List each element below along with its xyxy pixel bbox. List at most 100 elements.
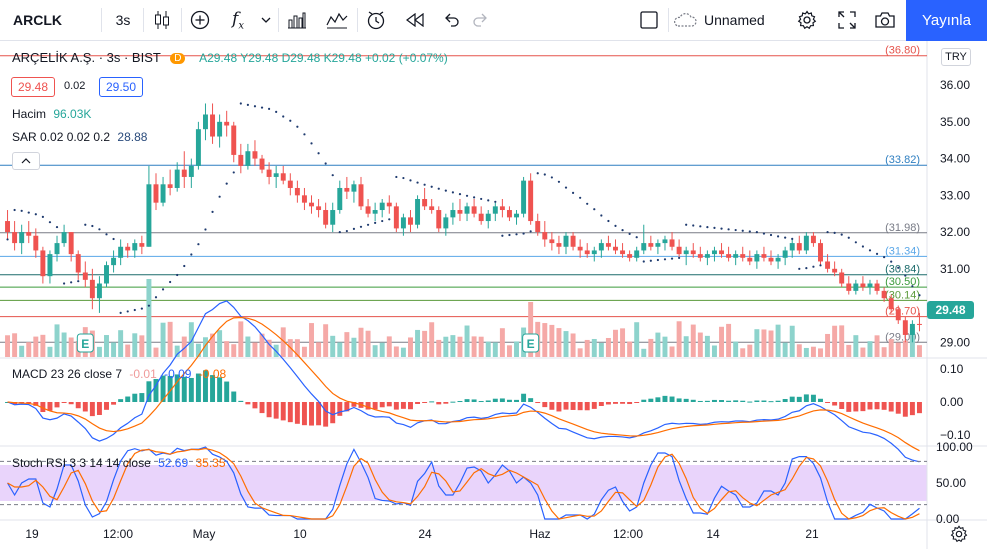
sar-dot bbox=[791, 237, 794, 240]
sar-dot bbox=[579, 196, 582, 199]
symbol-legend[interactable]: ARÇELİK A.Ş. · 3s · BIST D A29.48 Y29.48… bbox=[12, 50, 448, 65]
volume-bar bbox=[252, 342, 258, 357]
candle-body bbox=[577, 246, 583, 251]
volume-bar bbox=[40, 334, 46, 357]
buy-button[interactable]: 29.50 bbox=[99, 77, 143, 97]
volume-bar bbox=[160, 322, 166, 357]
macd-histogram-bar bbox=[648, 398, 654, 402]
compare-button[interactable] bbox=[280, 0, 314, 40]
chart-canvas[interactable]: (36.80) (33.82) (31.98) (31.34) (30.84)(30.5… bbox=[0, 41, 987, 549]
candle-body bbox=[195, 129, 201, 166]
macd-histogram-bar bbox=[803, 394, 809, 402]
chevron-down-icon bbox=[261, 17, 271, 23]
volume-bar bbox=[506, 345, 512, 357]
redo-button[interactable] bbox=[466, 0, 496, 40]
macd-histogram-bar bbox=[570, 402, 576, 410]
volume-bar bbox=[224, 341, 230, 357]
sar-dot bbox=[161, 288, 165, 291]
layout-name-button[interactable]: Unnamed bbox=[672, 0, 784, 40]
sar-dot bbox=[197, 243, 200, 246]
publish-button[interactable]: Yayınla bbox=[906, 0, 987, 41]
stoch-d-value: 35.35 bbox=[195, 456, 226, 470]
stoch-label: Stoch RSI 3 3 14 14 close bbox=[12, 456, 151, 470]
undo-button[interactable] bbox=[436, 0, 466, 40]
macd-histogram-bar bbox=[909, 402, 915, 416]
fx-dropdown[interactable] bbox=[257, 0, 275, 40]
sar-dot bbox=[140, 307, 143, 310]
layout-button[interactable] bbox=[632, 0, 666, 40]
replay-button[interactable] bbox=[398, 0, 432, 40]
volume-legend[interactable]: Hacim 96.03K bbox=[12, 107, 91, 121]
macd-legend[interactable]: MACD 23 26 close 7 -0.01 -0.09 -0.08 bbox=[12, 367, 226, 381]
sar-dot bbox=[593, 208, 596, 211]
candle-body bbox=[210, 114, 216, 137]
sar-dot bbox=[628, 232, 631, 235]
macd-histogram-bar bbox=[139, 393, 145, 402]
sar-dot bbox=[98, 228, 101, 231]
sar-dots bbox=[6, 102, 921, 315]
sar-dot bbox=[352, 227, 356, 230]
volume-bar bbox=[132, 333, 138, 357]
macd-histogram-bar bbox=[782, 399, 788, 402]
sar-dot bbox=[663, 258, 667, 261]
volume-bar bbox=[47, 346, 53, 357]
volume-bar bbox=[471, 336, 477, 357]
macd-histogram-bar bbox=[457, 401, 463, 403]
macd-histogram-bar bbox=[627, 402, 633, 405]
sar-dot bbox=[416, 181, 419, 184]
symbol-search[interactable]: ARCLK bbox=[0, 0, 100, 40]
sar-dot bbox=[70, 281, 73, 284]
volume-bar bbox=[747, 344, 753, 357]
macd-histogram-bar bbox=[436, 402, 442, 405]
macd-histogram-bar bbox=[916, 402, 922, 414]
sar-dot bbox=[805, 267, 808, 270]
volume-bar bbox=[358, 327, 364, 357]
interval-button[interactable]: 3s bbox=[104, 0, 142, 40]
candle-body bbox=[902, 320, 908, 335]
candle-body bbox=[372, 210, 378, 214]
candle-body bbox=[188, 165, 194, 177]
volume-bar bbox=[351, 337, 357, 357]
sar-dot bbox=[826, 230, 829, 234]
sar-dot bbox=[904, 274, 907, 277]
sar-dot bbox=[345, 229, 348, 233]
currency-badge[interactable]: TRY bbox=[941, 48, 971, 66]
fullscreen-button[interactable] bbox=[830, 0, 864, 40]
settings-button[interactable] bbox=[790, 0, 824, 40]
macd-histogram-bar bbox=[82, 402, 88, 412]
top-toolbar: ARCLK 3s fx Unnamed bbox=[0, 0, 987, 41]
fx-button[interactable]: fx bbox=[221, 0, 255, 40]
volume-bar bbox=[450, 335, 456, 357]
volume-bar bbox=[167, 321, 173, 357]
candle-body bbox=[528, 180, 534, 222]
indicators-button[interactable] bbox=[183, 0, 217, 40]
toolbar-divider bbox=[668, 8, 669, 32]
chart-type-button[interactable] bbox=[145, 0, 179, 40]
volume-bar bbox=[139, 335, 145, 357]
time-tick: 24 bbox=[418, 527, 432, 541]
alert-button[interactable] bbox=[359, 0, 393, 40]
macd-line-value: -0.09 bbox=[164, 367, 192, 381]
macd-histogram-bar bbox=[747, 401, 753, 403]
macd-tick: 0.10 bbox=[940, 362, 964, 376]
snapshot-button[interactable] bbox=[868, 0, 902, 40]
sar-dot bbox=[776, 235, 780, 238]
legend-title: ARÇELİK A.Ş. · 3s · BIST bbox=[12, 50, 161, 65]
sar-legend[interactable]: SAR 0.02 0.02 0.2 28.88 bbox=[12, 130, 147, 144]
collapse-legend-button[interactable] bbox=[12, 152, 40, 170]
volume-bar bbox=[125, 344, 131, 357]
volume-bar bbox=[188, 322, 194, 357]
candle-body bbox=[514, 213, 519, 218]
templates-button[interactable] bbox=[320, 0, 354, 40]
sar-dot bbox=[798, 267, 801, 270]
stoch-legend[interactable]: Stoch RSI 3 3 14 14 close 52.69 35.35 bbox=[12, 456, 226, 470]
sar-dot bbox=[543, 173, 546, 176]
sell-button[interactable]: 29.48 bbox=[11, 77, 55, 97]
volume-bar bbox=[726, 323, 732, 357]
candle-body bbox=[754, 254, 760, 262]
axis-settings-button[interactable] bbox=[944, 520, 974, 548]
sar-dot bbox=[296, 125, 299, 128]
volume-bar bbox=[719, 326, 725, 357]
sar-dot bbox=[762, 232, 766, 235]
